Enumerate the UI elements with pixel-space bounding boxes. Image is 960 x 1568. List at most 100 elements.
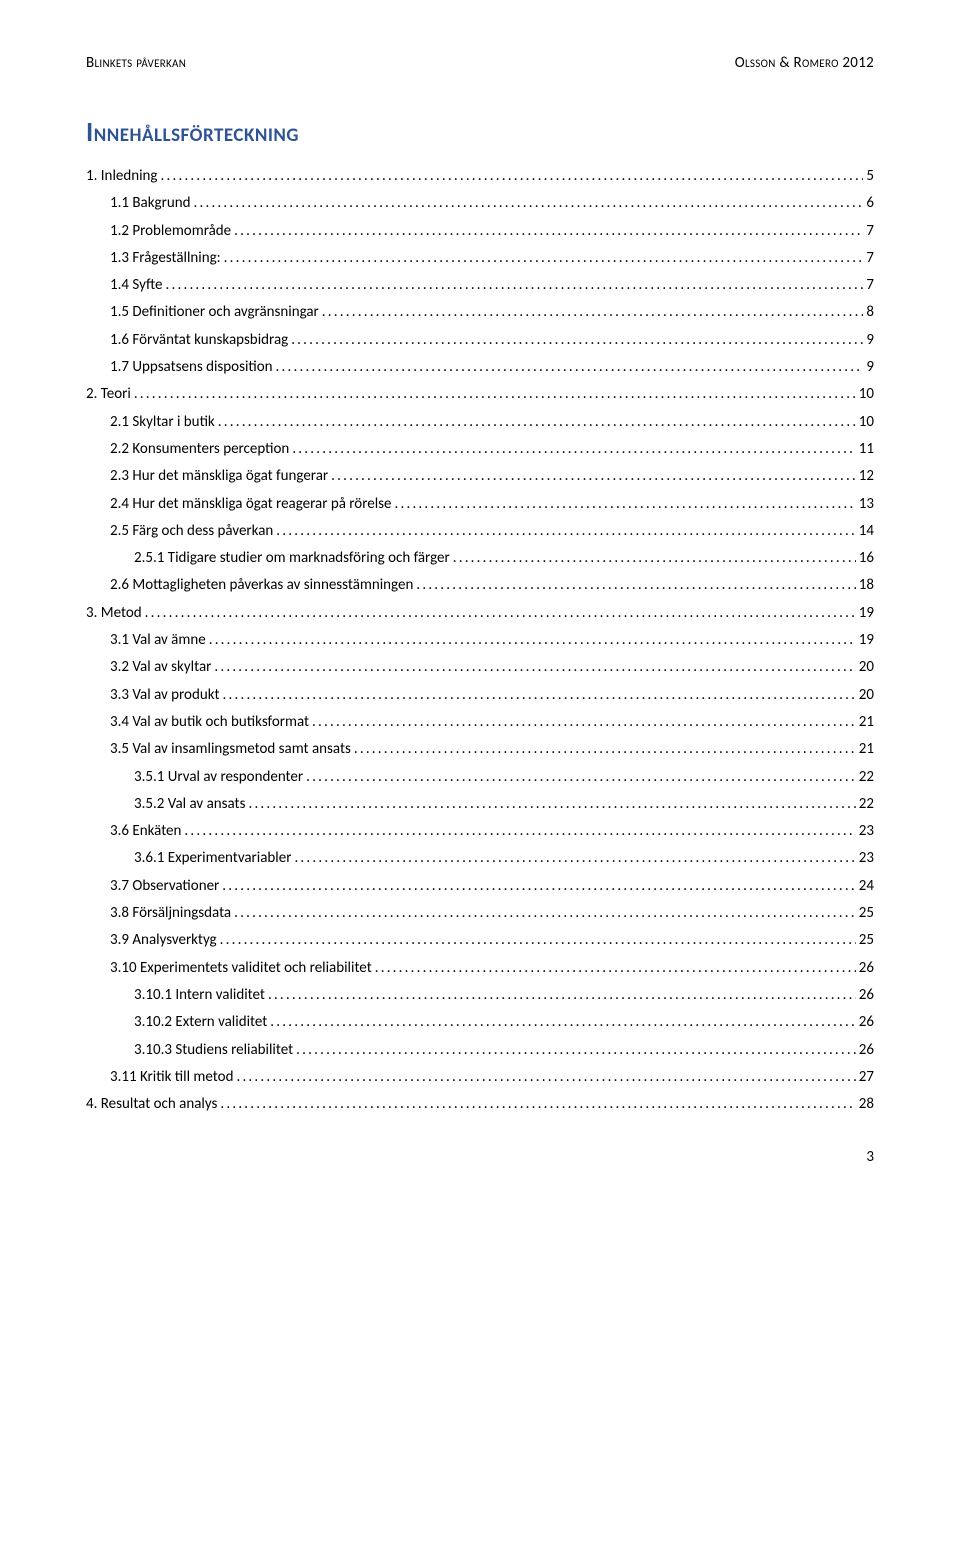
toc-entry-text: 3.6.1 Experimentvariabler	[134, 845, 291, 872]
toc-dots: ........................................…	[145, 600, 856, 627]
toc-entry-page: 10	[859, 409, 874, 436]
toc-dots: ........................................…	[294, 845, 855, 872]
toc-entry-text: 3.1 Val av ämne	[110, 627, 206, 654]
toc-entry-text: 3. Metod	[86, 600, 142, 627]
toc-entry-text: 2.5 Färg och dess påverkan	[110, 518, 273, 545]
toc-entry-page: 25	[859, 927, 874, 954]
toc-dots: ........................................…	[322, 299, 864, 326]
toc-entry-text: 1.5 Definitioner och avgränsningar	[110, 299, 319, 326]
toc-entry: 1.1 Bakgrund............................…	[86, 190, 874, 217]
toc-entry-page: 8	[866, 299, 874, 326]
toc-dots: ........................................…	[394, 491, 855, 518]
toc-entry: 2.5.1 Tidigare studier om marknadsföring…	[86, 545, 874, 572]
toc-entry-text: 3.11 Kritik till metod	[110, 1064, 233, 1091]
toc-dots: ........................................…	[220, 927, 856, 954]
toc-entry-page: 19	[859, 627, 874, 654]
toc-title: Innehållsförteckning	[86, 116, 874, 149]
page-header: Blinkets påverkan Olsson & Romero 2012	[86, 54, 874, 72]
toc-entry: 3.10.1 Intern validitet.................…	[86, 982, 874, 1009]
page-number: 3	[86, 1148, 874, 1166]
toc-entry-page: 18	[859, 572, 874, 599]
toc-dots: ........................................…	[222, 873, 856, 900]
toc-entry-page: 22	[859, 764, 874, 791]
toc-entry-page: 21	[859, 709, 874, 736]
toc-entry: 3.4 Val av butik och butiksformat.......…	[86, 709, 874, 736]
toc-entry-text: 2.6 Mottagligheten påverkas av sinnesstä…	[110, 572, 413, 599]
toc-entry-page: 23	[859, 845, 874, 872]
toc-dots: ........................................…	[234, 900, 856, 927]
toc-dots: ........................................…	[224, 245, 864, 272]
toc-entry: 1.2 Problemområde.......................…	[86, 218, 874, 245]
toc-dots: ........................................…	[236, 1064, 855, 1091]
toc-dots: ........................................…	[161, 163, 864, 190]
toc-entry: 3. Metod................................…	[86, 600, 874, 627]
toc-entry-page: 22	[859, 791, 874, 818]
toc-entry: 3.5 Val av insamlingsmetod samt ansats..…	[86, 736, 874, 763]
toc-dots: ........................................…	[209, 627, 856, 654]
toc-entry: 3.1 Val av ämne.........................…	[86, 627, 874, 654]
toc-entry-text: 3.2 Val av skyltar	[110, 654, 211, 681]
toc-entry-text: 1.4 Syfte	[110, 272, 163, 299]
toc-entry-page: 21	[859, 736, 874, 763]
toc-dots: ........................................…	[248, 791, 855, 818]
toc-entry: 1.6 Förväntat kunskapsbidrag............…	[86, 327, 874, 354]
toc-entry: 2.3 Hur det mänskliga ögat fungerar.....…	[86, 463, 874, 490]
toc-entry-text: 3.10.1 Intern validitet	[134, 982, 265, 1009]
toc-entry-page: 25	[859, 900, 874, 927]
toc-entry: 3.9 Analysverktyg.......................…	[86, 927, 874, 954]
toc-entry: 3.10.2 Extern validitet.................…	[86, 1009, 874, 1036]
toc-entry: 1.7 Uppsatsens disposition..............…	[86, 354, 874, 381]
toc-dots: ........................................…	[234, 218, 863, 245]
toc-entry-text: 2.1 Skyltar i butik	[110, 409, 215, 436]
toc-entry-page: 12	[859, 463, 874, 490]
toc-entry-page: 28	[859, 1091, 874, 1118]
toc-dots: ........................................…	[291, 327, 863, 354]
toc-list: 1. Inledning............................…	[86, 163, 874, 1118]
toc-entry: 2.4 Hur det mänskliga ögat reagerar på r…	[86, 491, 874, 518]
toc-entry-page: 7	[866, 245, 874, 272]
toc-entry: 1.4 Syfte...............................…	[86, 272, 874, 299]
toc-entry-text: 2.3 Hur det mänskliga ögat fungerar	[110, 463, 328, 490]
toc-entry: 3.10 Experimentets validitet och reliabi…	[86, 955, 874, 982]
toc-dots: ........................................…	[276, 354, 864, 381]
toc-entry-page: 9	[866, 327, 874, 354]
toc-dots: ........................................…	[223, 682, 856, 709]
toc-entry-page: 26	[859, 1037, 874, 1064]
toc-entry-text: 3.9 Analysverktyg	[110, 927, 217, 954]
toc-entry-text: 1.1 Bakgrund	[110, 190, 190, 217]
toc-entry-page: 20	[859, 654, 874, 681]
toc-entry: 2.1 Skyltar i butik.....................…	[86, 409, 874, 436]
toc-entry: 4. Resultat och analys..................…	[86, 1091, 874, 1118]
toc-entry-page: 26	[859, 955, 874, 982]
toc-entry-page: 5	[866, 163, 874, 190]
toc-dots: ........................................…	[214, 654, 855, 681]
toc-dots: ........................................…	[296, 1037, 856, 1064]
toc-entry-text: 3.8 Försäljningsdata	[110, 900, 231, 927]
toc-entry: 3.6 Enkäten.............................…	[86, 818, 874, 845]
toc-entry: 3.5.1 Urval av respondenter.............…	[86, 764, 874, 791]
toc-entry-page: 7	[866, 218, 874, 245]
toc-entry: 3.2 Val av skyltar......................…	[86, 654, 874, 681]
toc-entry-page: 20	[859, 682, 874, 709]
toc-entry: 3.3 Val av produkt......................…	[86, 682, 874, 709]
toc-entry-text: 1.2 Problemområde	[110, 218, 231, 245]
toc-entry-text: 3.4 Val av butik och butiksformat	[110, 709, 309, 736]
toc-entry-page: 6	[866, 190, 874, 217]
toc-entry: 2.2 Konsumenters perception.............…	[86, 436, 874, 463]
toc-entry-text: 2.5.1 Tidigare studier om marknadsföring…	[134, 545, 450, 572]
toc-entry-text: 2. Teori	[86, 381, 131, 408]
toc-dots: ........................................…	[166, 272, 864, 299]
toc-entry-page: 24	[859, 873, 874, 900]
toc-dots: ........................................…	[268, 982, 856, 1009]
toc-entry-page: 7	[866, 272, 874, 299]
toc-entry-text: 2.2 Konsumenters perception	[110, 436, 289, 463]
toc-entry-page: 10	[859, 381, 874, 408]
toc-entry-text: 3.3 Val av produkt	[110, 682, 220, 709]
toc-dots: ........................................…	[375, 955, 856, 982]
toc-entry: 3.10.3 Studiens reliabilitet............…	[86, 1037, 874, 1064]
toc-dots: ........................................…	[292, 436, 855, 463]
toc-dots: ........................................…	[453, 545, 856, 572]
toc-entry-text: 3.5.1 Urval av respondenter	[134, 764, 303, 791]
toc-entry: 3.11 Kritik till metod..................…	[86, 1064, 874, 1091]
toc-entry-page: 27	[859, 1064, 874, 1091]
